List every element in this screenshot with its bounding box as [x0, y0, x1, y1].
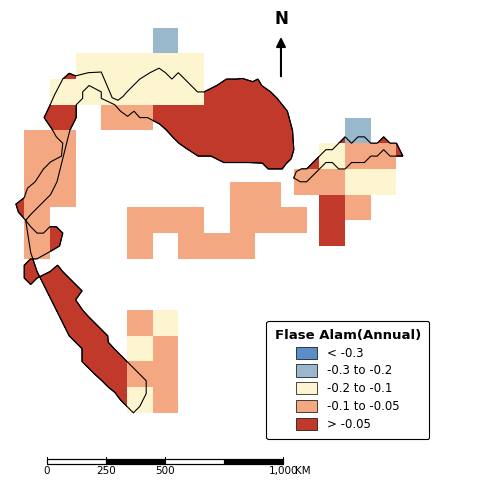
- Bar: [152, 207, 178, 233]
- Bar: [47, 459, 106, 464]
- Bar: [127, 233, 152, 259]
- Bar: [204, 233, 230, 259]
- Bar: [178, 79, 204, 105]
- Bar: [345, 118, 371, 143]
- Bar: [102, 79, 127, 105]
- Text: 1,000: 1,000: [268, 466, 298, 476]
- Bar: [320, 220, 345, 246]
- Bar: [178, 54, 204, 79]
- Bar: [24, 156, 50, 182]
- Bar: [256, 207, 281, 233]
- Bar: [152, 387, 178, 413]
- Bar: [345, 143, 371, 169]
- Bar: [127, 336, 152, 362]
- Polygon shape: [294, 137, 403, 182]
- Bar: [294, 169, 320, 194]
- Bar: [152, 310, 178, 336]
- Bar: [47, 459, 283, 464]
- Bar: [165, 459, 224, 464]
- Bar: [50, 182, 76, 207]
- Polygon shape: [16, 68, 294, 413]
- Bar: [50, 156, 76, 182]
- Bar: [256, 182, 281, 207]
- Bar: [178, 233, 204, 259]
- Bar: [102, 54, 127, 79]
- Bar: [320, 169, 345, 194]
- Bar: [24, 182, 50, 207]
- Bar: [230, 207, 256, 233]
- Bar: [24, 130, 50, 156]
- Bar: [281, 207, 306, 233]
- Bar: [345, 194, 371, 220]
- Bar: [24, 233, 50, 259]
- Bar: [127, 387, 152, 413]
- Bar: [320, 194, 345, 220]
- Bar: [76, 79, 102, 105]
- Bar: [24, 207, 50, 233]
- Text: 250: 250: [96, 466, 116, 476]
- Bar: [127, 105, 152, 130]
- Bar: [371, 143, 396, 169]
- Bar: [230, 182, 256, 207]
- Bar: [102, 105, 127, 130]
- Bar: [152, 28, 178, 54]
- Text: N: N: [274, 10, 288, 28]
- Bar: [152, 79, 178, 105]
- Bar: [230, 233, 256, 259]
- Text: 500: 500: [155, 466, 175, 476]
- Legend: < -0.3, -0.3 to -0.2, -0.2 to -0.1, -0.1 to -0.05, > -0.05: < -0.3, -0.3 to -0.2, -0.2 to -0.1, -0.1…: [266, 321, 429, 439]
- Bar: [178, 207, 204, 233]
- Bar: [50, 79, 76, 105]
- Bar: [152, 336, 178, 362]
- Bar: [320, 143, 345, 169]
- Bar: [76, 54, 102, 79]
- Bar: [371, 169, 396, 194]
- Bar: [106, 459, 165, 464]
- Bar: [224, 459, 283, 464]
- Bar: [127, 54, 152, 79]
- Bar: [152, 54, 178, 79]
- Text: 0: 0: [44, 466, 50, 476]
- Bar: [127, 362, 152, 387]
- Text: KM: KM: [295, 466, 310, 476]
- Bar: [127, 207, 152, 233]
- Bar: [152, 362, 178, 387]
- Bar: [127, 310, 152, 336]
- Bar: [127, 79, 152, 105]
- Bar: [345, 169, 371, 194]
- Bar: [50, 130, 76, 156]
